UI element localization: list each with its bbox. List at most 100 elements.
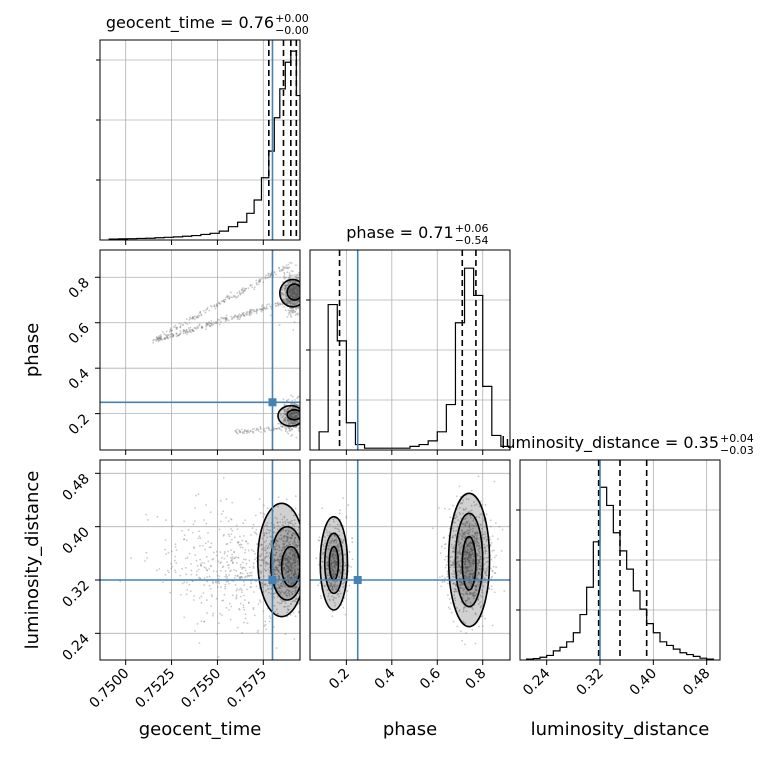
sample-point (289, 291, 292, 294)
sample-point (343, 561, 346, 564)
sample-point (283, 418, 286, 421)
sample-point (294, 415, 297, 418)
sample-point (292, 295, 295, 298)
panel-2d-phase-vs-geocent_time (100, 250, 303, 450)
sample-point (462, 607, 465, 609)
sample-point (480, 565, 483, 568)
sample-point (472, 594, 474, 597)
sample-point (206, 576, 209, 578)
sample-point (297, 288, 300, 291)
sample-point (244, 287, 247, 290)
sample-point (337, 592, 340, 595)
sample-point (248, 312, 251, 315)
sample-point (484, 570, 487, 573)
sample-point (175, 332, 178, 335)
sample-point (286, 303, 289, 305)
sample-point (193, 326, 196, 329)
sample-point (498, 525, 501, 528)
sample-point (266, 307, 269, 310)
sample-point (264, 430, 266, 433)
sample-point (189, 317, 192, 320)
sample-point (452, 536, 455, 539)
sample-point (289, 522, 292, 525)
sample-point (294, 414, 297, 416)
sample-point (470, 593, 473, 595)
sample-point (297, 544, 300, 547)
sample-point (301, 292, 303, 294)
sample-point (289, 422, 292, 425)
sample-point (289, 292, 292, 294)
sample-point (329, 540, 332, 542)
sample-point (159, 337, 162, 340)
sample-point (261, 277, 264, 280)
sample-point (188, 328, 191, 331)
sample-point (170, 562, 173, 565)
sample-point (297, 539, 300, 541)
sample-point (231, 594, 234, 597)
sample-point (241, 591, 243, 594)
sample-point (268, 547, 271, 549)
sample-point (484, 503, 487, 506)
sample-point (188, 583, 191, 586)
sample-point (263, 532, 266, 535)
sample-point (264, 582, 267, 585)
sample-point (464, 535, 467, 538)
sample-point (288, 288, 291, 291)
sample-point (294, 422, 296, 425)
sample-point (294, 273, 296, 276)
sample-point (454, 517, 457, 520)
sample-point (215, 321, 217, 323)
sample-point (261, 304, 264, 306)
sample-point (290, 548, 293, 551)
sample-point (295, 417, 297, 419)
sample-point (303, 578, 305, 580)
sample-point (279, 555, 282, 557)
sample-point (250, 284, 253, 286)
tick-label-y-phase: 0.4 (66, 366, 93, 393)
sample-point (284, 284, 286, 287)
sample-point (242, 314, 245, 317)
sample-point (265, 524, 267, 527)
sample-point (166, 337, 169, 339)
sample-point (261, 586, 264, 589)
sample-point (342, 575, 345, 578)
sample-point (203, 584, 206, 586)
sample-point (463, 532, 465, 535)
sample-point (289, 294, 292, 297)
sample-point (283, 566, 286, 569)
sample-point (165, 335, 168, 338)
sample-point (301, 566, 303, 568)
sample-point (193, 315, 196, 318)
sample-point (470, 606, 473, 609)
sample-point (451, 561, 454, 564)
sample-point (283, 276, 286, 279)
sample-point (295, 307, 297, 309)
sample-point (205, 503, 207, 506)
sample-point (327, 547, 329, 550)
sample-point (281, 599, 284, 602)
sample-point (464, 599, 467, 602)
sample-point (156, 338, 158, 341)
sample-point (231, 529, 234, 532)
sample-point (290, 421, 293, 424)
sample-point (291, 577, 294, 580)
sample-point (286, 537, 289, 540)
sample-point (485, 574, 488, 577)
sample-point (198, 535, 201, 538)
density-contour (269, 525, 300, 601)
sample-point (207, 666, 209, 668)
sample-point (216, 632, 218, 635)
sample-point (302, 582, 304, 584)
sample-point (284, 591, 287, 594)
sample-point (490, 541, 493, 544)
sample-point (290, 603, 292, 606)
sample-point (285, 267, 288, 270)
sample-point (208, 322, 211, 324)
sample-point (247, 601, 250, 604)
sample-point (145, 551, 148, 554)
sample-point (154, 338, 157, 341)
sample-point (466, 559, 469, 561)
sample-point (286, 302, 288, 305)
sample-point (293, 402, 296, 405)
sample-point (300, 420, 302, 422)
